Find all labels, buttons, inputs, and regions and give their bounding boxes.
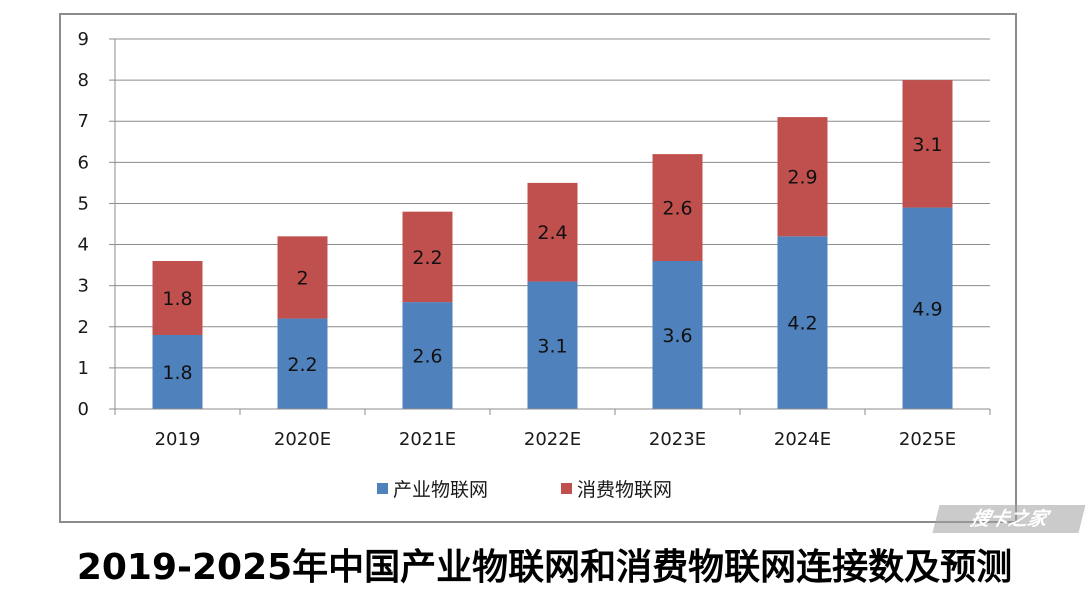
bar-consumer-2022E xyxy=(527,182,578,282)
data-label-industrial-2022E: 3.1 xyxy=(537,335,567,357)
y-tick-label-2: 2 xyxy=(78,317,89,338)
y-tick-label-1: 1 xyxy=(78,358,89,379)
data-label-industrial-2020E: 2.2 xyxy=(287,354,317,376)
data-label-industrial-2021E: 2.6 xyxy=(412,346,442,368)
bar-consumer-2024E xyxy=(777,117,828,237)
legend-swatch-consumer xyxy=(561,483,572,494)
data-label-consumer-2022E: 2.4 xyxy=(537,222,567,244)
x-tick-label-2020E: 2020E xyxy=(274,429,331,450)
data-label-industrial-2023E: 3.6 xyxy=(662,325,692,347)
data-label-industrial-2019: 1.8 xyxy=(162,362,192,384)
bar-consumer-2020E xyxy=(277,236,328,319)
bar-industrial-2020E xyxy=(277,318,328,409)
bar-industrial-2021E xyxy=(402,302,453,409)
bar-consumer-2019 xyxy=(152,261,203,335)
bar-industrial-2025E xyxy=(902,207,953,409)
x-tick-label-2022E: 2022E xyxy=(524,429,581,450)
data-label-industrial-2024E: 4.2 xyxy=(787,313,817,335)
data-label-consumer-2023E: 2.6 xyxy=(662,198,692,220)
y-tick-label-9: 9 xyxy=(78,29,89,50)
x-tick-label-2025E: 2025E xyxy=(899,429,956,450)
data-label-consumer-2021E: 2.2 xyxy=(412,247,442,269)
data-label-industrial-2025E: 4.9 xyxy=(912,298,942,320)
bar-industrial-2019 xyxy=(152,335,203,409)
data-label-consumer-2024E: 2.9 xyxy=(787,167,817,189)
x-tick-label-2019: 2019 xyxy=(155,429,201,450)
bar-industrial-2022E xyxy=(527,281,578,409)
bar-industrial-2023E xyxy=(652,261,703,409)
y-tick-label-5: 5 xyxy=(78,193,89,214)
y-tick-label-4: 4 xyxy=(78,235,89,256)
legend-label-consumer: 消费物联网 xyxy=(577,479,672,501)
data-label-consumer-2020E: 2 xyxy=(296,267,308,289)
y-tick-label-7: 7 xyxy=(78,111,89,132)
y-tick-label-3: 3 xyxy=(78,276,89,297)
x-tick-label-2024E: 2024E xyxy=(774,429,831,450)
legend-swatch-industrial xyxy=(377,483,388,494)
legend-label-industrial: 产业物联网 xyxy=(393,479,488,501)
watermark-logo: 搜卡之家 xyxy=(932,505,1086,533)
bar-consumer-2025E xyxy=(902,80,953,208)
y-tick-label-8: 8 xyxy=(78,70,89,91)
bar-consumer-2023E xyxy=(652,154,703,261)
y-tick-label-0: 0 xyxy=(78,399,89,420)
y-tick-label-6: 6 xyxy=(78,152,89,173)
bar-consumer-2021E xyxy=(402,211,453,303)
chart-caption: 2019-2025年中国产业物联网和消费物联网连接数及预测 xyxy=(76,547,1013,588)
data-label-consumer-2025E: 3.1 xyxy=(912,134,942,156)
x-tick-label-2021E: 2021E xyxy=(399,429,456,450)
x-tick-label-2023E: 2023E xyxy=(649,429,706,450)
data-label-consumer-2019: 1.8 xyxy=(162,288,192,310)
bar-industrial-2024E xyxy=(777,236,828,409)
